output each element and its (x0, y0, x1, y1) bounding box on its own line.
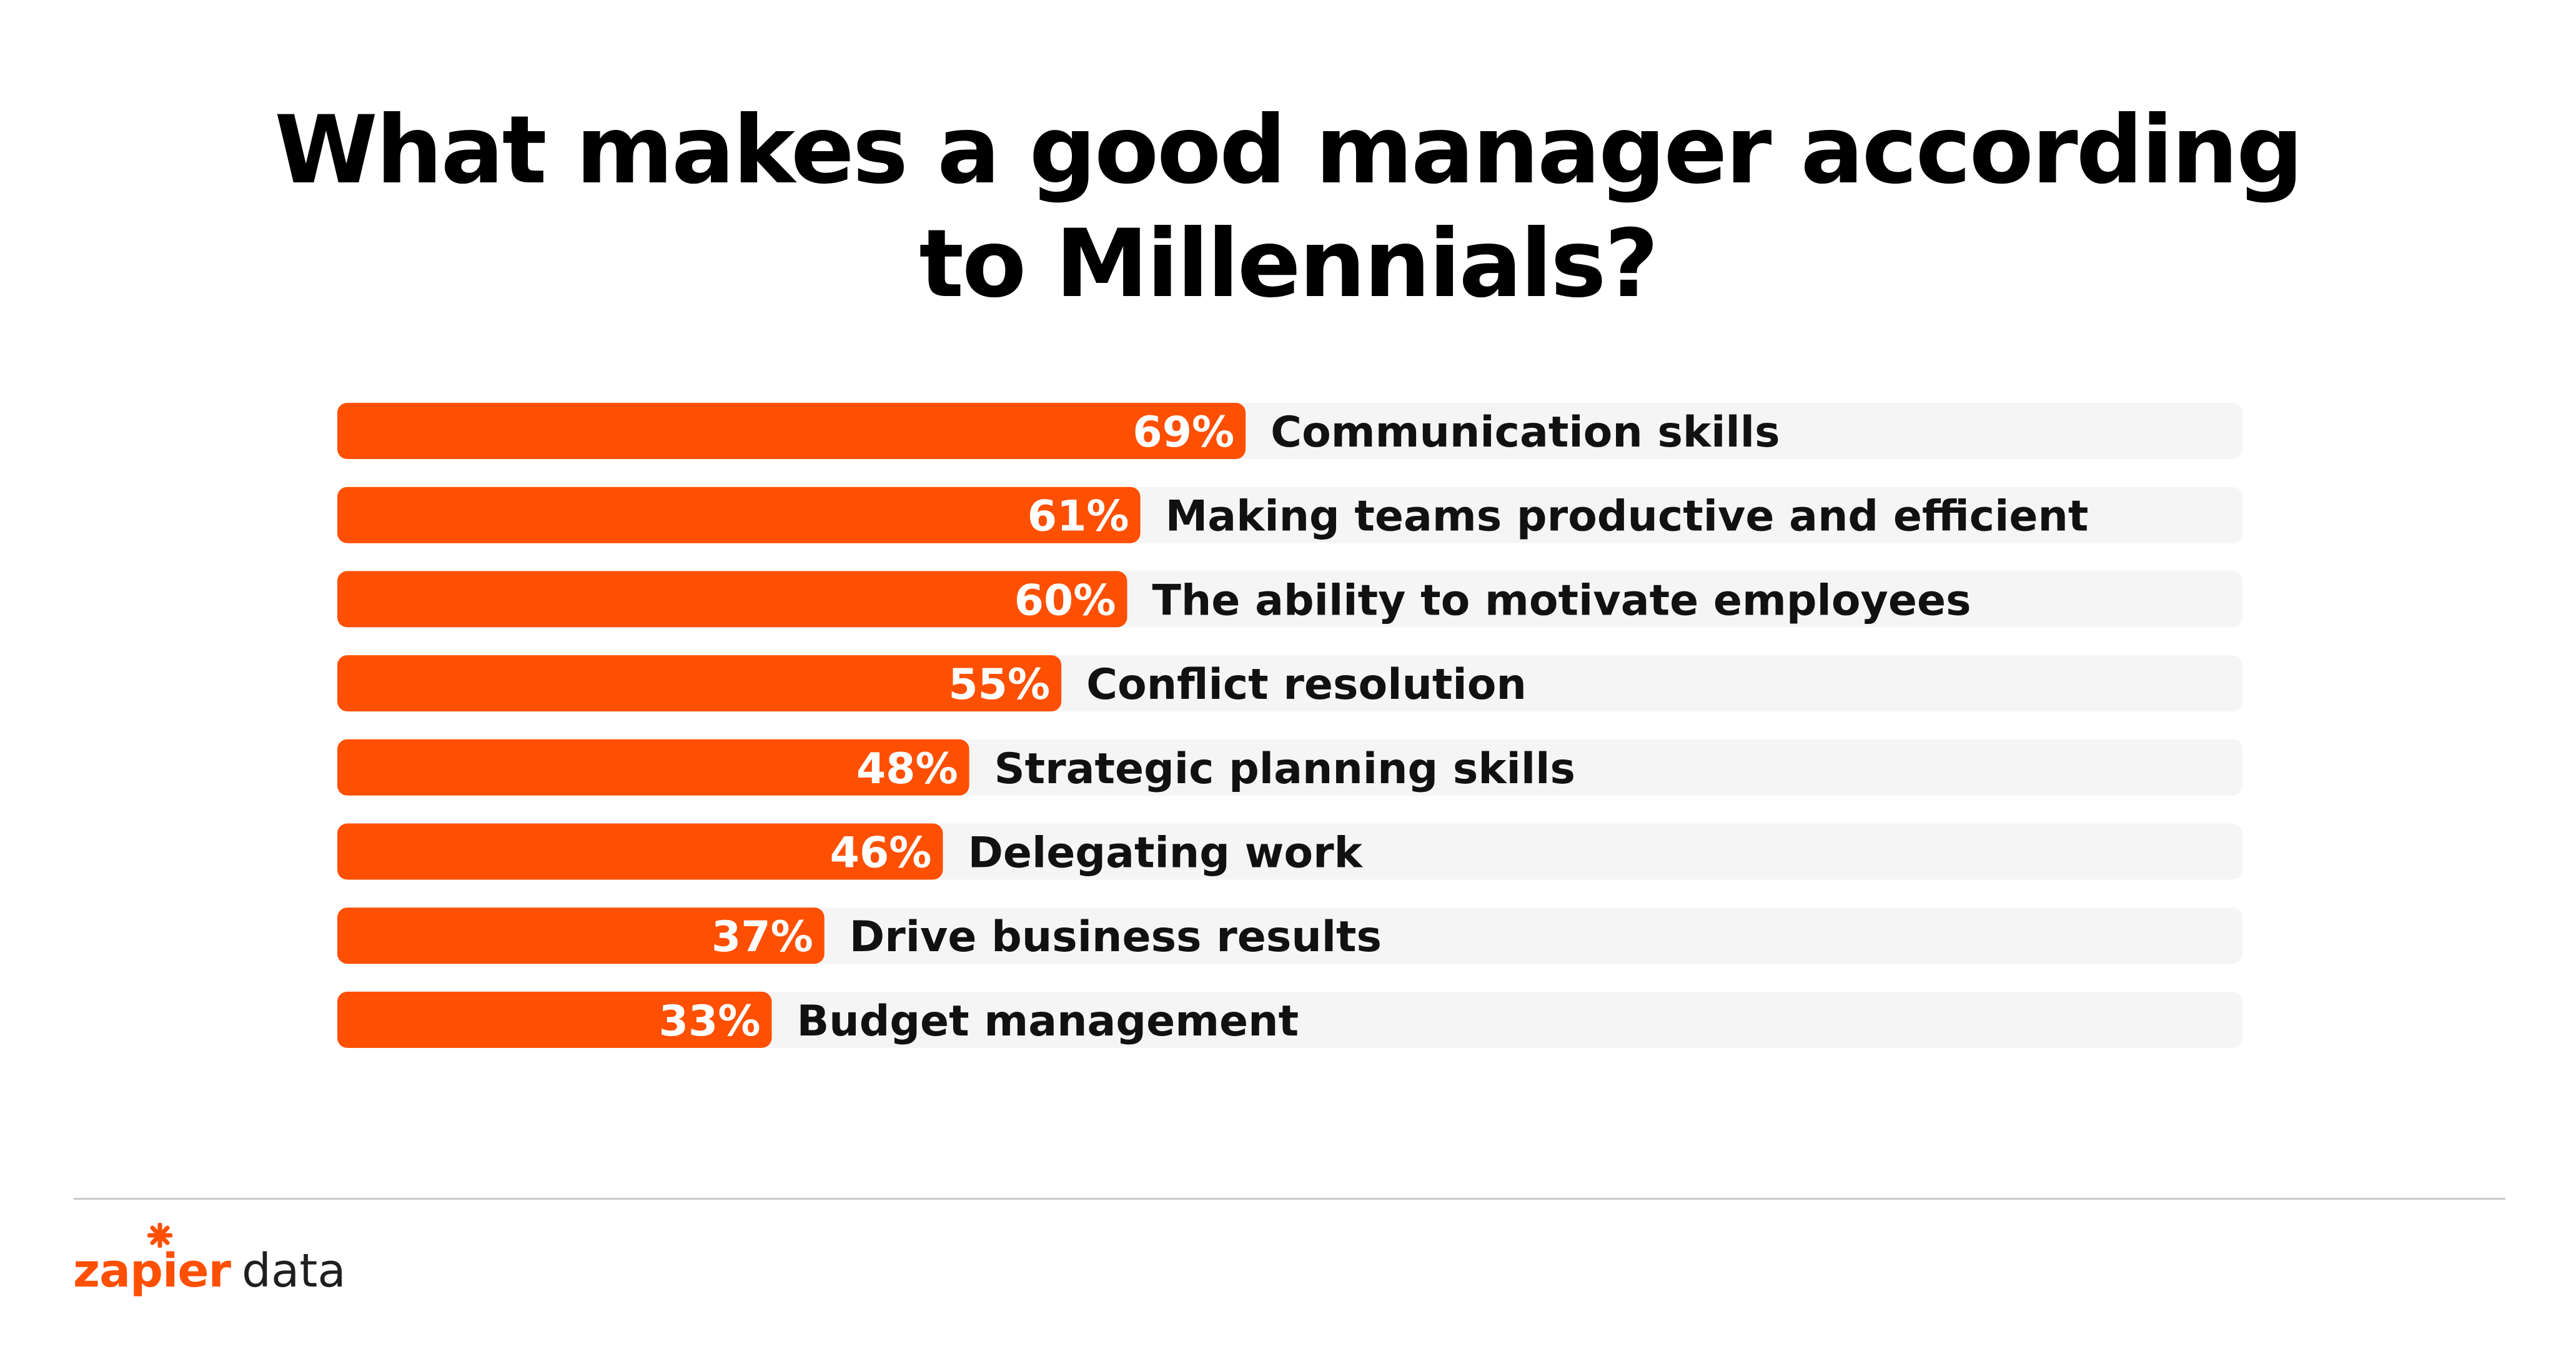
bar-chart: 69% Communication skills 61% Making teams p… (337, 403, 2242, 1048)
bar-row: 46% Delegating work (337, 823, 2242, 880)
bar-category-label: The ability to motivate employees (1152, 576, 1971, 625)
bar-track (337, 991, 2242, 1048)
bar-category-label: Conflict resolution (1086, 660, 1527, 709)
chart-title-line-2: to Millennials? (919, 210, 1658, 319)
bar (337, 403, 1246, 459)
bar-category-label: Strategic planning skills (994, 744, 1575, 794)
bar (337, 907, 825, 964)
zapier-asterisk-icon (147, 1223, 172, 1248)
bar-value-label: 48% (856, 744, 958, 794)
bar-row: 60% The ability to motivate employees (337, 571, 2242, 628)
bar-row: 37% Drive business results (337, 907, 2242, 964)
chart-title: What makes a good manager according to M… (0, 94, 2576, 321)
bar (337, 991, 772, 1048)
bar-category-label: Drive business results (850, 912, 1382, 962)
bar-category-label: Making teams productive and efficient (1166, 492, 2089, 541)
chart-title-line-1: What makes a good manager according (274, 96, 2303, 205)
bar (337, 571, 1127, 628)
bar-category-label: Communication skills (1271, 408, 1780, 457)
bar-value-label: 69% (1132, 408, 1234, 457)
bar (337, 823, 943, 880)
brand-suffix: data (242, 1244, 346, 1298)
bar-value-label: 55% (948, 660, 1050, 709)
bar-row: 61% Making teams productive and efficient (337, 487, 2242, 543)
bar-row: 33% Budget management (337, 991, 2242, 1048)
bar-value-label: 60% (1014, 576, 1116, 625)
footer-divider (74, 1198, 2505, 1200)
brand-logo: zapier data (73, 1223, 346, 1305)
bar (337, 655, 1062, 712)
bar-row: 48% Strategic planning skills (337, 739, 2242, 796)
bar-value-label: 33% (659, 997, 761, 1046)
bar-category-label: Budget management (796, 997, 1299, 1046)
bar-value-label: 37% (711, 912, 813, 962)
bar-row: 55% Conflict resolution (337, 655, 2242, 712)
bar (337, 487, 1141, 543)
bar-category-label: Delegating work (968, 829, 1363, 878)
bar-row: 69% Communication skills (337, 403, 2242, 459)
bar (337, 739, 969, 796)
bar-value-label: 61% (1028, 492, 1129, 541)
brand-name: zapier (73, 1244, 231, 1298)
bar-value-label: 46% (830, 829, 932, 878)
